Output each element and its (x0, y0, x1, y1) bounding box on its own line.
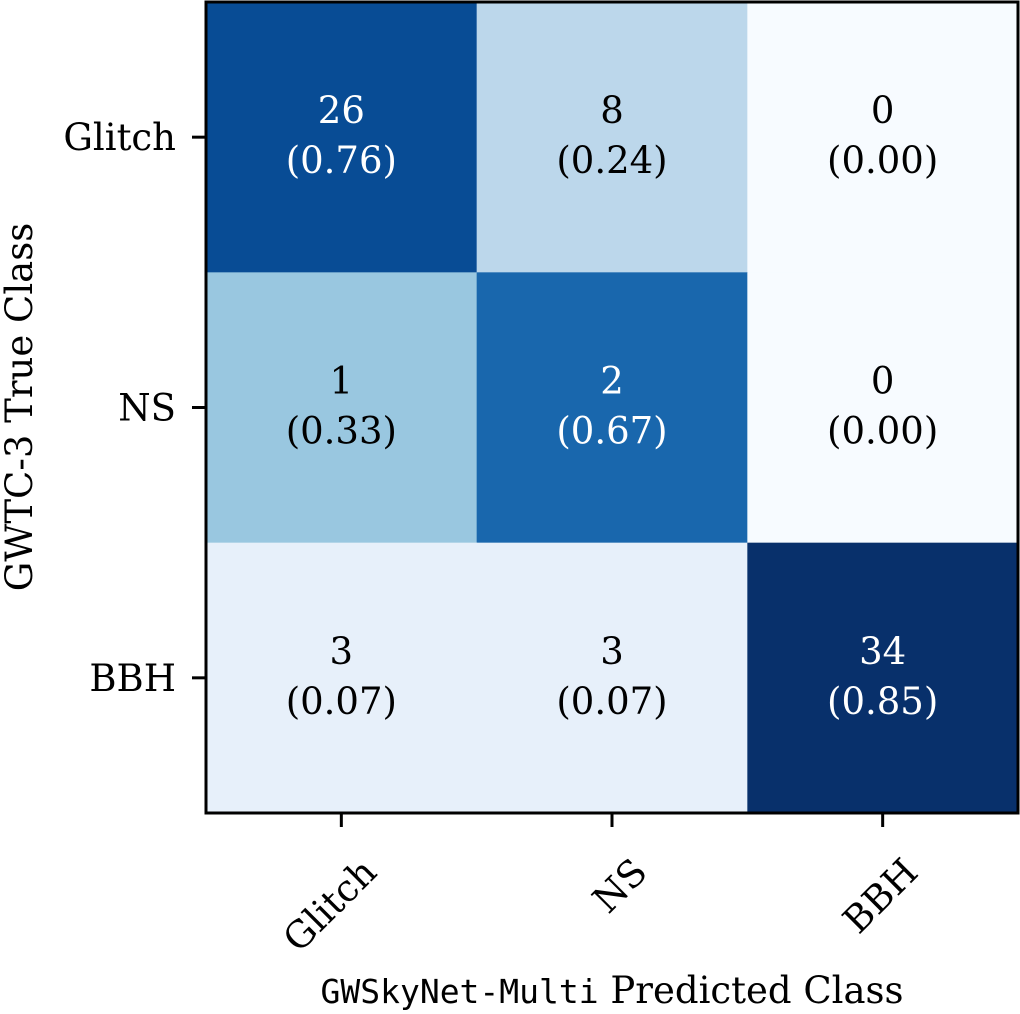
cell-count-label: 3 (600, 630, 624, 673)
matrix-cells (206, 2, 1019, 814)
cell-count-label: 1 (330, 360, 354, 403)
x-axis-label-space (599, 969, 611, 1012)
x-axis: Glitch NS BBH (275, 813, 926, 960)
cell-fraction-label: (0.07) (286, 680, 397, 723)
cell-count-label: 8 (600, 89, 624, 132)
cell-count-label: 0 (871, 360, 895, 403)
y-tick-label-ns: NS (118, 387, 176, 430)
cell-fraction-label: (0.24) (556, 139, 667, 182)
cell-fraction-label: (0.67) (556, 410, 667, 453)
cell-count-label: 26 (318, 89, 365, 132)
matrix-cell-bbh-glitch (206, 542, 478, 814)
cell-count-label: 0 (871, 89, 895, 132)
cell-fraction-label: (0.00) (827, 410, 938, 453)
matrix-cell-ns-glitch (206, 272, 478, 544)
cell-fraction-label: (0.85) (827, 680, 938, 723)
cell-count-label: 3 (330, 630, 354, 673)
cell-fraction-label: (0.33) (286, 410, 397, 453)
x-tick-label-ns: NS (584, 850, 655, 921)
matrix-cell-glitch-ns (476, 2, 748, 273)
x-axis-label-model: GWSkyNet-Multi (320, 972, 598, 1011)
y-axis: Glitch NS BBH (63, 116, 206, 700)
cell-count-label: 2 (600, 360, 624, 403)
matrix-cell-labels: 26 (0.76) 8 (0.24) 0 (0.00) 1 (0.33) 2 (0.67) 0 (0.… (286, 89, 939, 723)
matrix-cell-ns-ns (476, 272, 748, 544)
x-tick-label-bbh: BBH (835, 850, 927, 942)
y-axis-label: GWTC-3 True Class (0, 223, 41, 591)
cell-fraction-label: (0.07) (556, 680, 667, 723)
x-axis-label-text: Predicted Class (610, 969, 903, 1012)
matrix-cell-bbh-ns (476, 542, 748, 814)
matrix-cell-glitch-glitch (206, 2, 478, 273)
matrix-cell-bbh-bbh (747, 542, 1019, 814)
matrix-cell-ns-bbh (747, 272, 1019, 544)
cell-fraction-label: (0.76) (286, 139, 397, 182)
cell-fraction-label: (0.00) (827, 139, 938, 182)
x-axis-label: GWSkyNet-Multi Predicted Class (320, 969, 903, 1012)
matrix-cell-glitch-bbh (747, 2, 1019, 273)
y-tick-label-glitch: Glitch (63, 116, 176, 159)
cell-count-label: 34 (859, 630, 906, 673)
y-tick-label-bbh: BBH (89, 657, 176, 700)
x-tick-label-glitch: Glitch (275, 850, 385, 960)
